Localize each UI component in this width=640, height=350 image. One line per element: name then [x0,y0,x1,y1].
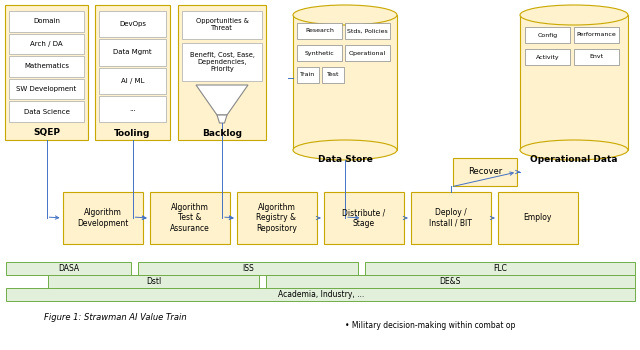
Text: ISS: ISS [242,264,254,273]
Text: Figure 1: Strawman AI Value Train: Figure 1: Strawman AI Value Train [44,314,186,322]
Text: Research: Research [305,28,334,34]
Bar [48,275,259,288]
Text: SW Development: SW Development [17,86,77,92]
Text: Operational: Operational [349,50,386,56]
Bar [6,288,635,301]
Text: Backlog: Backlog [202,128,242,138]
Text: Deploy /
Install / BIT: Deploy / Install / BIT [429,208,472,228]
Text: Stds, Policies: Stds, Policies [347,28,388,34]
Bar [99,39,166,65]
Bar [9,79,84,99]
Text: Data Science: Data Science [24,109,69,115]
Bar [525,49,570,65]
Bar [410,192,490,244]
Text: Arch / DA: Arch / DA [30,41,63,47]
Text: ...: ... [129,106,136,112]
Bar [525,27,570,43]
Bar [323,192,403,244]
Text: FLC: FLC [493,264,507,273]
Bar [345,45,390,61]
Text: Data Store: Data Store [317,155,372,164]
Ellipse shape [293,5,397,25]
Bar [322,67,344,83]
Text: Benefit, Cost, Ease,
Dependencies,
Priority: Benefit, Cost, Ease, Dependencies, Prior… [189,52,255,72]
Text: Synthetic: Synthetic [305,50,334,56]
Bar [99,11,166,37]
Text: DevOps: DevOps [119,21,146,27]
Bar [453,158,517,186]
Text: DE&S: DE&S [440,277,461,286]
Bar [297,67,319,83]
Bar [497,192,577,244]
Text: DASA: DASA [58,264,79,273]
Bar [9,34,84,54]
Text: Recover: Recover [468,168,502,176]
Bar [99,68,166,94]
Text: Activity: Activity [536,55,559,60]
Text: Algorithm
Development: Algorithm Development [77,208,128,228]
Ellipse shape [520,5,628,25]
Text: Performance: Performance [577,33,616,37]
Polygon shape [196,85,248,115]
Bar [63,192,143,244]
Bar [520,15,628,150]
Text: Operational Data: Operational Data [531,155,618,164]
Text: Algorithm
Test &
Assurance: Algorithm Test & Assurance [170,203,209,233]
Text: Train: Train [300,72,316,77]
Bar [150,192,230,244]
Text: Academia, Industry, ...: Academia, Industry, ... [278,290,364,299]
Bar [365,262,635,275]
Text: Mathematics: Mathematics [24,63,69,70]
Text: Distribute /
Stage: Distribute / Stage [342,208,385,228]
Bar [574,49,619,65]
Ellipse shape [520,140,628,160]
Text: Dstl: Dstl [146,277,161,286]
Bar [9,11,84,32]
Bar [345,23,390,39]
Bar [297,45,342,61]
Text: Employ: Employ [524,214,552,223]
Text: Test: Test [327,72,339,77]
Text: SQEP: SQEP [33,128,60,138]
Bar [293,15,397,150]
Text: Tooling: Tooling [115,128,150,138]
Bar [182,43,262,81]
Text: Opportunities &
Threat: Opportunities & Threat [196,19,248,32]
Text: Domain: Domain [33,18,60,24]
Bar [5,5,88,140]
Text: Envt: Envt [589,55,604,60]
Bar [266,275,635,288]
Bar [297,23,342,39]
Bar [95,5,170,140]
Bar [99,96,166,122]
Ellipse shape [293,140,397,160]
Bar [9,102,84,122]
Text: Data Mgmt: Data Mgmt [113,49,152,55]
Text: Algorithm
Registry &
Repository: Algorithm Registry & Repository [256,203,297,233]
Bar [138,262,358,275]
Text: Config: Config [538,33,557,37]
Text: • Military decision-making within combat op: • Military decision-making within combat… [345,321,515,329]
Bar [574,27,619,43]
Polygon shape [217,115,227,123]
Bar [182,11,262,39]
Bar [9,56,84,77]
Text: AI / ML: AI / ML [121,78,144,84]
Bar [237,192,317,244]
Bar [178,5,266,140]
Bar [6,262,131,275]
